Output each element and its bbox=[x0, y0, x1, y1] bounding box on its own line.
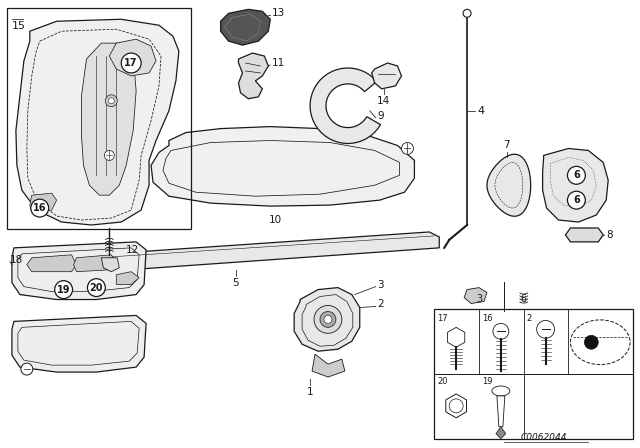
Text: 20: 20 bbox=[90, 283, 103, 293]
Text: 6: 6 bbox=[573, 170, 580, 180]
Polygon shape bbox=[74, 255, 116, 271]
Polygon shape bbox=[12, 315, 146, 372]
Circle shape bbox=[314, 306, 342, 333]
Text: C0062044: C0062044 bbox=[520, 433, 567, 442]
Text: 18: 18 bbox=[10, 255, 23, 265]
Text: 16: 16 bbox=[482, 314, 493, 323]
Polygon shape bbox=[543, 148, 608, 222]
Circle shape bbox=[537, 320, 554, 338]
Polygon shape bbox=[487, 154, 531, 216]
Text: 19: 19 bbox=[482, 377, 493, 386]
Polygon shape bbox=[90, 232, 439, 271]
Circle shape bbox=[54, 280, 72, 298]
Circle shape bbox=[463, 9, 471, 17]
Circle shape bbox=[104, 151, 115, 160]
Circle shape bbox=[584, 335, 598, 349]
Circle shape bbox=[106, 95, 117, 107]
Text: 16: 16 bbox=[33, 203, 47, 213]
Polygon shape bbox=[294, 288, 360, 351]
Polygon shape bbox=[221, 9, 270, 45]
Circle shape bbox=[568, 166, 586, 184]
Text: 3: 3 bbox=[476, 294, 482, 305]
Text: 9: 9 bbox=[378, 111, 384, 121]
Text: 7: 7 bbox=[504, 141, 510, 151]
Circle shape bbox=[324, 315, 332, 323]
Text: 6: 6 bbox=[521, 294, 527, 305]
Polygon shape bbox=[312, 354, 345, 377]
Text: 3: 3 bbox=[378, 280, 384, 289]
Polygon shape bbox=[101, 258, 119, 271]
Text: 10: 10 bbox=[269, 215, 282, 225]
Text: 5: 5 bbox=[232, 278, 239, 288]
Polygon shape bbox=[239, 53, 268, 99]
Bar bbox=[435, 310, 633, 439]
Polygon shape bbox=[566, 228, 604, 242]
Text: 6: 6 bbox=[573, 195, 580, 205]
Text: 19: 19 bbox=[57, 284, 70, 295]
Text: 12: 12 bbox=[126, 245, 140, 255]
Text: 14: 14 bbox=[377, 96, 390, 106]
Circle shape bbox=[31, 199, 49, 217]
Polygon shape bbox=[16, 19, 179, 225]
Circle shape bbox=[108, 98, 115, 104]
Text: 17: 17 bbox=[437, 314, 448, 323]
Polygon shape bbox=[310, 68, 381, 143]
Polygon shape bbox=[27, 255, 77, 271]
Polygon shape bbox=[30, 193, 57, 212]
Circle shape bbox=[121, 53, 141, 73]
Bar bbox=[7, 9, 191, 229]
Polygon shape bbox=[496, 427, 506, 439]
Text: 17: 17 bbox=[124, 58, 138, 68]
Text: 15: 15 bbox=[12, 21, 26, 31]
Circle shape bbox=[21, 363, 33, 375]
Polygon shape bbox=[116, 271, 139, 284]
Ellipse shape bbox=[492, 386, 510, 396]
Polygon shape bbox=[109, 39, 156, 76]
Polygon shape bbox=[81, 43, 136, 195]
Polygon shape bbox=[497, 396, 505, 427]
Polygon shape bbox=[372, 63, 401, 89]
Text: 2: 2 bbox=[378, 300, 384, 310]
Circle shape bbox=[320, 311, 336, 327]
Circle shape bbox=[493, 323, 509, 339]
Text: 13: 13 bbox=[272, 9, 285, 18]
Text: 20: 20 bbox=[437, 377, 448, 386]
Polygon shape bbox=[151, 127, 415, 206]
Text: 4: 4 bbox=[477, 106, 484, 116]
Circle shape bbox=[568, 191, 586, 209]
Text: 2: 2 bbox=[527, 314, 532, 323]
Circle shape bbox=[88, 279, 106, 297]
Text: 8: 8 bbox=[606, 230, 613, 240]
Text: 11: 11 bbox=[272, 58, 285, 68]
Circle shape bbox=[401, 142, 413, 155]
Polygon shape bbox=[12, 242, 146, 300]
Polygon shape bbox=[464, 288, 487, 303]
Text: 1: 1 bbox=[307, 387, 314, 397]
